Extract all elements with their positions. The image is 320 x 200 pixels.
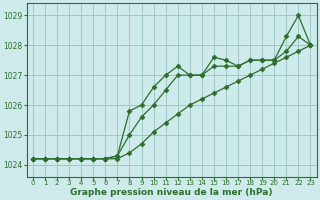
X-axis label: Graphe pression niveau de la mer (hPa): Graphe pression niveau de la mer (hPa) — [70, 188, 273, 197]
